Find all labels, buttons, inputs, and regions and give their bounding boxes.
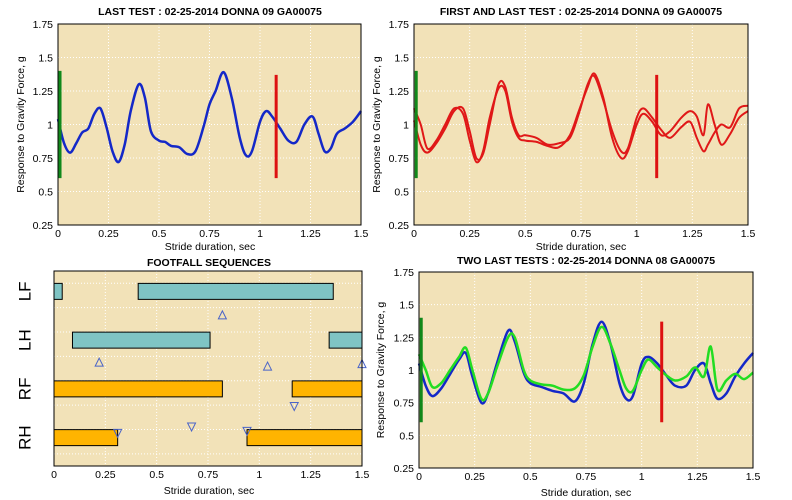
x-tick-label: 0 [55, 228, 61, 240]
stance-bar [291, 380, 363, 398]
row-label-rf: RF [15, 378, 34, 401]
y-tick-label: 0.5 [38, 187, 53, 199]
y-tick-label: 1.5 [399, 300, 414, 312]
row-label-lh: LH [15, 329, 34, 351]
x-tick-label: 0 [51, 469, 57, 481]
event-triangle [186, 422, 197, 433]
x-axis-label: Stride duration, sec [536, 241, 626, 253]
y-tick-label: 1.75 [33, 19, 54, 31]
y-tick-label: 0.75 [394, 398, 415, 410]
row-label-lf: LF [15, 281, 34, 301]
x-tick-label: 1.25 [300, 228, 321, 240]
y-tick-label: 1 [47, 120, 53, 132]
x-tick-label: 0.75 [198, 469, 219, 481]
x-tick-label: 1.25 [682, 228, 703, 240]
event-triangle [262, 360, 273, 371]
chart-two-last: 0 0.25 0.5 0.75 1 1.25 1.5 0.250.50.7511.251.5… [375, 255, 760, 499]
y-axis-label: Response to Gravity Force, g [375, 302, 387, 439]
x-tick-label: 0.25 [98, 228, 119, 240]
x-tick-label: 1 [256, 469, 262, 481]
stance-bar [53, 429, 119, 447]
chart-footfall: 0 0.25 0.5 0.75 1 1.25 1.5 LF LH RF RH FOOTFALL S… [15, 257, 369, 497]
x-tick-label: 0.5 [523, 471, 538, 483]
event-triangle [289, 402, 300, 412]
event-triangle [242, 426, 252, 437]
y-tick-label: 1.25 [33, 86, 54, 98]
x-axis-label: Stride duration, sec [164, 485, 254, 497]
x-axis-label: Stride duration, sec [165, 241, 255, 253]
x-tick-label: 0.25 [464, 471, 485, 483]
x-tick-label: 1 [634, 228, 640, 240]
event-triangle [112, 428, 123, 439]
series-line [413, 74, 749, 161]
x-tick-label: 0.5 [518, 228, 533, 240]
chart-title: FIRST AND LAST TEST : 02-25-2014 DONNA 0… [440, 6, 722, 18]
x-tick-label: 1.25 [300, 469, 321, 481]
stance-bar [137, 282, 334, 300]
y-axis-label: Response to Gravity Force, g [15, 56, 27, 193]
x-tick-label: 0.75 [576, 471, 597, 483]
y-axis-label: Response to Gravity Force, g [371, 56, 383, 193]
x-tick-label: 0 [411, 228, 417, 240]
y-tick-label: 1.5 [38, 53, 53, 65]
y-tick-label: 0.5 [399, 430, 414, 442]
x-tick-label: 1 [257, 228, 263, 240]
y-tick-label: 0.75 [389, 153, 410, 165]
x-tick-label: 1.25 [687, 471, 708, 483]
x-tick-label: 0.75 [199, 228, 220, 240]
plot-frame [418, 271, 754, 469]
y-tick-label: 1 [408, 365, 414, 377]
x-tick-label: 0.5 [152, 228, 167, 240]
stance-bar [71, 331, 211, 349]
x-tick-label: 1.5 [741, 228, 756, 240]
chart-last-test: 0 0.25 0.5 0.75 1 1.25 1.5 0.250.50.7511.251.5… [15, 6, 368, 253]
event-triangle [217, 309, 228, 320]
x-tick-label: 1.5 [354, 228, 369, 240]
y-tick-label: 0.25 [389, 220, 410, 232]
y-tick-label: 1.75 [389, 19, 410, 31]
x-tick-label: 0 [416, 471, 422, 483]
y-tick-label: 1 [403, 120, 409, 132]
stance-bar [328, 331, 363, 349]
y-tick-label: 1.25 [394, 332, 415, 344]
y-tick-label: 1.75 [394, 267, 415, 279]
stance-bar [53, 380, 223, 398]
chart-title: TWO LAST TESTS : 02-25-2014 DONNA 08 GA0… [457, 255, 715, 267]
plot-frame [57, 23, 362, 226]
row-label-rh: RH [15, 425, 34, 450]
y-tick-label: 0.25 [33, 220, 54, 232]
chart-title: LAST TEST : 02-25-2014 DONNA 09 GA00075 [98, 6, 322, 18]
x-axis-label: Stride duration, sec [541, 487, 631, 499]
stance-bar [246, 429, 363, 447]
stance-bar [53, 282, 63, 300]
y-tick-label: 0.25 [394, 463, 415, 475]
chart-title: FOOTFALL SEQUENCES [147, 257, 271, 269]
y-tick-label: 0.75 [33, 153, 54, 165]
series-line [417, 325, 754, 402]
plot-frame [53, 270, 363, 467]
x-tick-label: 0.25 [95, 469, 116, 481]
x-tick-label: 1.5 [746, 471, 761, 483]
chart-first-and-last: 0 0.25 0.5 0.75 1 1.25 1.5 0.250.50.7511.251.5… [371, 6, 755, 253]
event-triangle [94, 357, 104, 367]
plot-frame [413, 23, 749, 226]
x-tick-label: 1 [639, 471, 645, 483]
y-tick-label: 1.5 [394, 53, 409, 65]
y-tick-label: 1.25 [389, 86, 410, 98]
x-tick-label: 0.5 [149, 469, 164, 481]
x-tick-label: 0.75 [571, 228, 592, 240]
x-tick-label: 0.25 [459, 228, 480, 240]
x-tick-label: 1.5 [355, 469, 370, 481]
y-tick-label: 0.5 [394, 187, 409, 199]
series-line [56, 70, 363, 164]
